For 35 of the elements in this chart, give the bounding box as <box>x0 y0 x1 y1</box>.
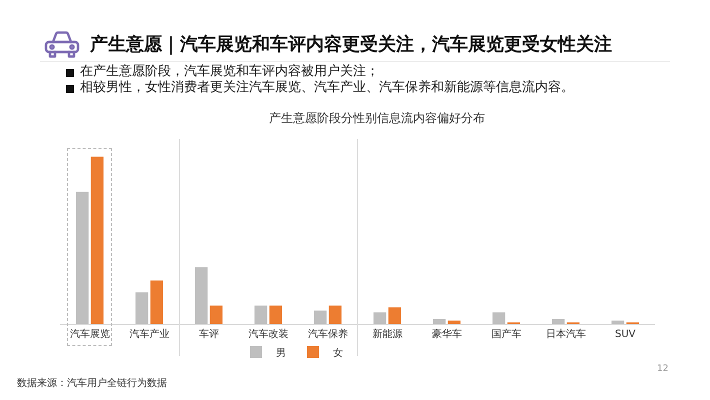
bar <box>90 156 104 324</box>
x-tick-label: 国产车 <box>491 328 522 340</box>
x-tick-label: SUV <box>614 329 636 340</box>
bar <box>611 320 624 324</box>
chart-subtitle: 产生意愿阶段分性别信息流内容偏好分布 <box>269 111 485 126</box>
x-tick-label: 日本汽车 <box>546 328 586 340</box>
legend-label: 男 <box>276 348 286 359</box>
bar <box>210 306 223 324</box>
bar <box>254 306 268 324</box>
legend-label: 女 <box>333 346 343 359</box>
bar <box>135 292 148 324</box>
bar <box>194 267 208 324</box>
x-tick-label: 汽车改装 <box>248 328 288 340</box>
bar <box>448 320 461 324</box>
bar <box>552 318 565 324</box>
bar <box>492 312 506 324</box>
bar <box>269 306 282 324</box>
x-tick-label: 汽车展览 <box>70 328 110 340</box>
bar <box>373 312 386 324</box>
x-tick-label: 豪华车 <box>432 328 462 340</box>
x-tick-label: 新能源 <box>372 328 402 340</box>
bar <box>76 192 89 324</box>
bar <box>432 318 446 324</box>
source-note: 数据来源：汽车用户全链行为数据 <box>17 378 167 390</box>
x-tick-label: 车评 <box>198 328 219 340</box>
bar <box>150 280 164 324</box>
x-tick-label: 汽车产业 <box>129 328 170 340</box>
text: 12 <box>657 364 668 375</box>
bar <box>328 306 342 324</box>
text: 在产生意愿阶段，汽车展览和车评内容被用户关注； <box>80 64 379 80</box>
x-tick-label: 汽车保养 <box>308 328 348 340</box>
bar <box>314 310 327 324</box>
text: 相较男性，女性消费者更关注汽车展览、汽车产业、汽车保养和新能源等信息流内容。 <box>80 80 574 96</box>
bar <box>388 307 402 324</box>
chart-title: 产生意愿｜汽车展览和车评内容更受关注，汽车展览更受女性关注 <box>90 34 612 56</box>
